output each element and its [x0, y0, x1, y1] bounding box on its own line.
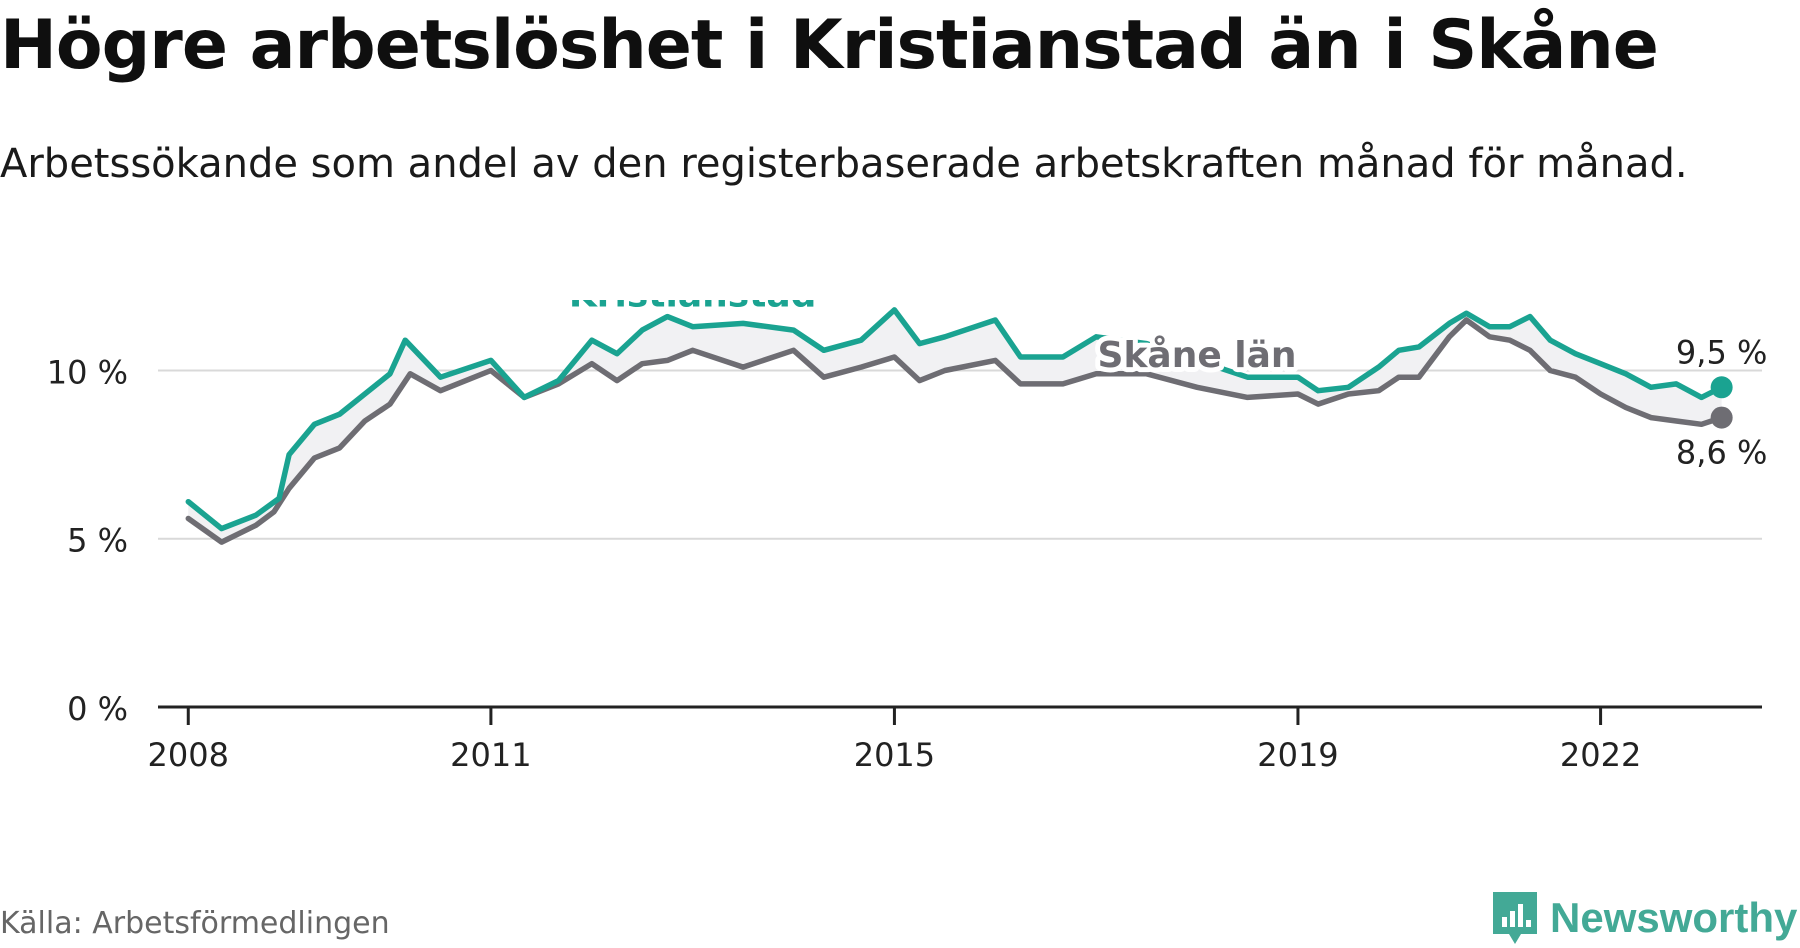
y-tick-label: 10 %	[47, 353, 128, 391]
x-tick-label: 2011	[450, 736, 531, 774]
series-gap-band	[188, 309, 1722, 543]
series-label-sk-ne-l-n: Skåne län	[1098, 335, 1297, 376]
x-tick-label: 2019	[1257, 736, 1338, 774]
source-note: Källa: Arbetsförmedlingen	[0, 906, 390, 941]
x-tick-label: 2015	[854, 736, 935, 774]
line-chart: 9,5 % 8,6 % Kristianstad Skåne län 0 % 5 % 10…	[47, 300, 1768, 774]
series-lines	[185, 307, 1733, 545]
x-tick-label: 2022	[1560, 736, 1641, 774]
series-end-marker-kristianstad	[1710, 376, 1733, 399]
chart-subtitle: Arbetssökande som andel av den registerb…	[0, 141, 1688, 187]
x-tick-label: 2008	[148, 736, 229, 774]
newsworthy-logo-icon	[1493, 892, 1537, 944]
series-end-marker-sk-ne-l-n	[1710, 406, 1733, 429]
end-label-kristianstad: 9,5 %	[1676, 333, 1767, 371]
y-tick-label: 5 %	[67, 522, 128, 560]
series-line-sk-ne-l-n	[185, 317, 1725, 545]
axes: 0 % 5 % 10 % 2008 2011 2015 2019 2022	[47, 353, 1762, 774]
series-labels: 9,5 % 8,6 % Kristianstad Skåne län	[564, 300, 1768, 472]
end-label-skane-lan: 8,6 %	[1676, 434, 1767, 472]
brand-logo[interactable]: Newsworthy	[1490, 888, 1797, 948]
series-label-kristianstad: Kristianstad	[569, 300, 817, 316]
difference-band	[188, 309, 1722, 543]
y-tick-label: 0 %	[67, 690, 128, 728]
chart-title: Högre arbetslöshet i Kristianstad än i S…	[0, 6, 1659, 85]
series-line-kristianstad	[185, 307, 1725, 532]
brand-name: Newsworthy	[1550, 894, 1798, 941]
